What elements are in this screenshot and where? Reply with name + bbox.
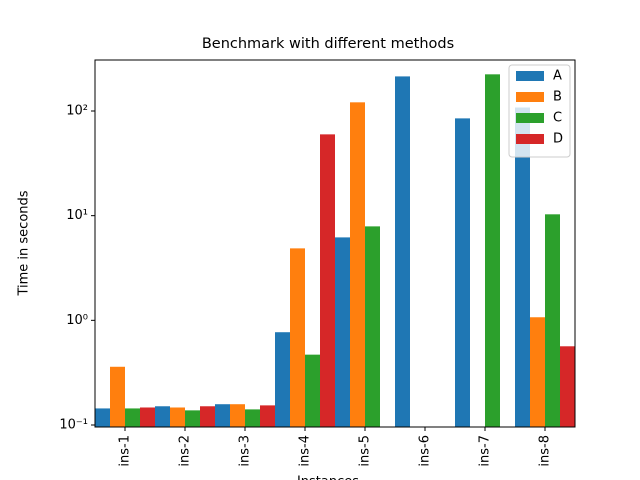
x-axis-label: Instances <box>297 475 359 480</box>
bar <box>350 102 365 427</box>
bar <box>170 407 185 427</box>
legend-label: A <box>553 69 562 84</box>
y-tick-label: 10¹ <box>66 208 88 223</box>
legend-swatch <box>516 113 544 123</box>
bar <box>140 407 155 427</box>
bar <box>455 118 470 427</box>
axes-frame <box>94 59 576 428</box>
x-tick-label: ins-6 <box>418 435 433 467</box>
legend-swatch <box>516 134 544 144</box>
bar <box>275 332 290 427</box>
legend-label: C <box>553 111 562 126</box>
legend-swatch <box>516 71 544 81</box>
bar <box>200 406 215 427</box>
x-tick-label: ins-7 <box>478 435 493 467</box>
bar <box>155 406 170 427</box>
bar <box>110 366 125 427</box>
legend-label: B <box>553 90 562 105</box>
bar <box>185 410 200 427</box>
bar <box>290 248 305 427</box>
bar <box>320 134 335 427</box>
legend-label: D <box>553 132 563 147</box>
bar <box>545 214 560 427</box>
legend-swatch <box>516 92 544 102</box>
x-tick-label: ins-2 <box>178 435 193 467</box>
bar <box>335 237 350 427</box>
bar <box>365 226 380 427</box>
y-axis-label: Time in seconds <box>17 190 32 296</box>
bar <box>215 404 230 427</box>
y-tick-label: 10⁻¹ <box>59 418 88 433</box>
bar <box>260 405 275 427</box>
bar <box>230 404 245 427</box>
bar <box>305 354 320 427</box>
bar <box>95 408 110 427</box>
bar <box>560 346 575 427</box>
bar <box>515 107 530 428</box>
y-tick-label: 10² <box>66 103 88 118</box>
x-tick-label: ins-3 <box>238 435 253 467</box>
y-tick-label: 10⁰ <box>66 313 88 328</box>
chart-title: Benchmark with different methods <box>202 36 454 52</box>
bar <box>395 76 410 427</box>
bar <box>245 409 260 427</box>
x-tick-label: ins-1 <box>118 435 133 467</box>
bar <box>125 408 140 427</box>
x-tick-label: ins-8 <box>538 435 553 467</box>
bar <box>485 74 500 428</box>
x-tick-label: ins-4 <box>298 435 313 467</box>
x-tick-label: ins-5 <box>358 435 373 467</box>
bar <box>530 317 545 427</box>
